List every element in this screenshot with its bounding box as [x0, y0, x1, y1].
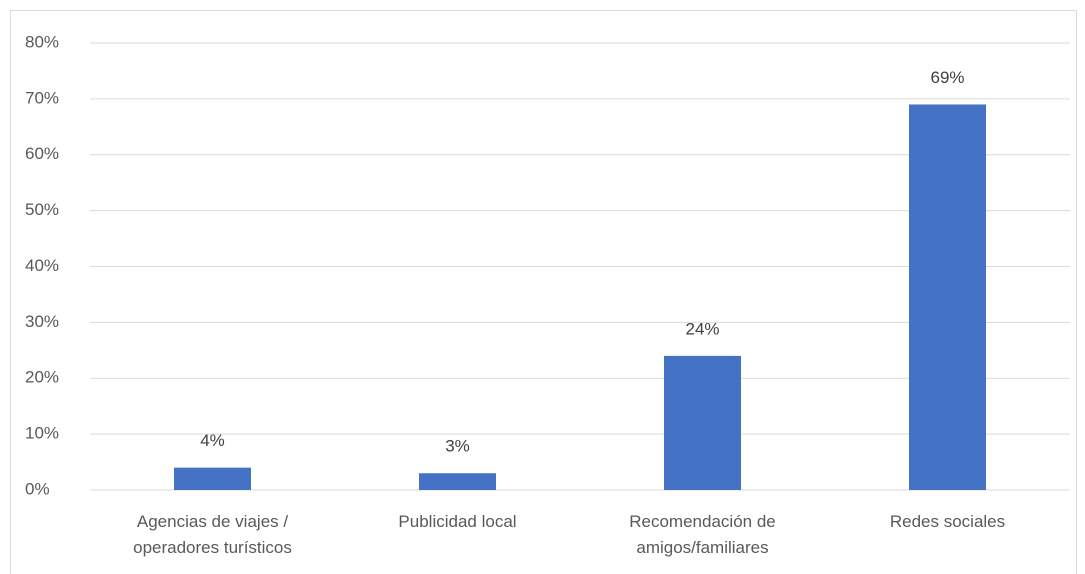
data-label: 3% [445, 437, 470, 456]
y-tick-label: 0% [25, 479, 50, 498]
data-label: 24% [685, 319, 719, 338]
x-tick-label: Recomendación de amigos/familiares [629, 512, 776, 557]
x-tick-label: Redes sociales [889, 512, 1006, 531]
y-tick-label: 50% [25, 200, 59, 219]
y-tick-label: 30% [25, 312, 59, 331]
y-tick-label: 10% [25, 424, 59, 443]
bar [909, 104, 986, 491]
y-tick-label: 40% [25, 256, 59, 275]
bar [419, 473, 496, 490]
y-tick-label: 20% [25, 368, 59, 387]
y-tick-label: 70% [25, 88, 59, 107]
data-label: 69% [930, 68, 964, 87]
x-tick-label: Agencias de viajes / operadores turístic… [133, 512, 292, 557]
data-label: 4% [200, 431, 225, 450]
y-tick-label: 60% [25, 144, 59, 163]
bar [174, 467, 251, 490]
y-tick-label: 80% [25, 32, 59, 51]
x-tick-label: Publicidad local [398, 512, 517, 531]
chart-border [10, 10, 1077, 574]
bar [664, 355, 741, 490]
